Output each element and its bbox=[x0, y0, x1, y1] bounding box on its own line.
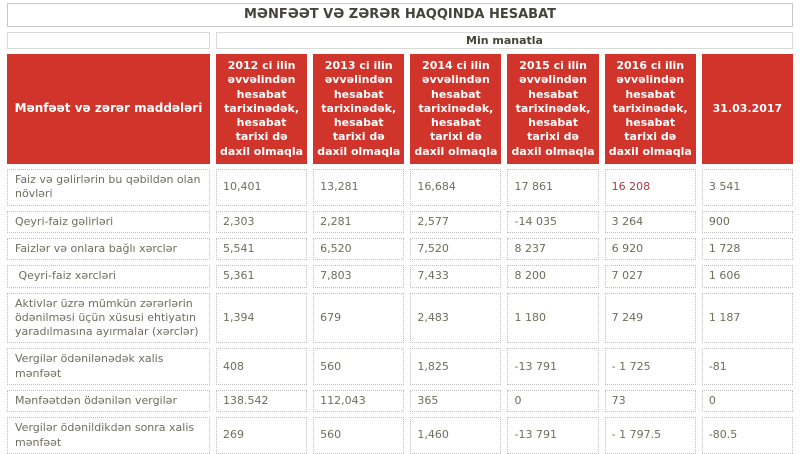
cell-value: -81 bbox=[701, 348, 793, 386]
cell-value: 13,281 bbox=[313, 169, 405, 206]
cell-value: - 1 797.5 bbox=[604, 417, 696, 454]
cell-value: 7 027 bbox=[604, 265, 696, 288]
cell-value: 7,803 bbox=[313, 265, 405, 288]
page-title: MƏNFƏƏT VƏ ZƏRƏR HAQQINDA HESABAT bbox=[7, 3, 793, 27]
table-row: Vergilər ödənilənədək xalis mənfəət 408 … bbox=[7, 348, 793, 386]
cell-value: 3 541 bbox=[701, 169, 793, 206]
cell-value: 138.542 bbox=[216, 390, 308, 413]
cell-value: 365 bbox=[410, 390, 502, 413]
cell-value: 7,433 bbox=[410, 265, 502, 288]
cell-value: 7,520 bbox=[410, 237, 502, 261]
cell-value: 2,483 bbox=[410, 292, 502, 344]
cell-value: 0 bbox=[701, 390, 793, 413]
cell-value: 112,043 bbox=[313, 390, 405, 413]
row-label: Mənfəətdən ödənilən vergilər bbox=[7, 390, 210, 413]
row-label: Qeyri-faiz xərcləri bbox=[7, 265, 210, 288]
column-header-31-03-2017: 31.03.2017 bbox=[701, 54, 793, 165]
column-header-2015: 2015 ci ilin əvvəlindən hesabat tarixinə… bbox=[507, 54, 599, 165]
row-label: Vergilər ödənilənədək xalis mənfəət bbox=[7, 348, 210, 386]
cell-value: 73 bbox=[604, 390, 696, 413]
row-label: Qeyri-faiz gəlirləri bbox=[7, 210, 210, 233]
cell-value: -13 791 bbox=[507, 348, 599, 386]
cell-value: 7 249 bbox=[604, 292, 696, 344]
cell-value: 679 bbox=[313, 292, 405, 344]
column-header-2013: 2013 ci ilin əvvəlindən hesabat tarixinə… bbox=[313, 54, 405, 165]
cell-value: 1,460 bbox=[410, 417, 502, 454]
column-header-2014: 2014 ci ilin əvvəlindən hesabat tarixinə… bbox=[410, 54, 502, 165]
cell-value: -14 035 bbox=[507, 210, 599, 233]
cell-value: 8 200 bbox=[507, 265, 599, 288]
row-label: Faizlər və onlara bağlı xərclər bbox=[7, 237, 210, 261]
table-row: Faizlər və onlara bağlı xərclər 5,541 6,… bbox=[7, 237, 793, 261]
cell-value: 5,361 bbox=[216, 265, 308, 288]
cell-value: 3 264 bbox=[604, 210, 696, 233]
cell-value: 0 bbox=[507, 390, 599, 413]
column-header-items: Mənfəət və zərər maddələri bbox=[7, 54, 210, 165]
cell-value: 269 bbox=[216, 417, 308, 454]
cell-value: 1,825 bbox=[410, 348, 502, 386]
table-row: Aktivlər üzrə mümkün zərərlərin ödənilmə… bbox=[7, 292, 793, 344]
cell-value: 408 bbox=[216, 348, 308, 386]
cell-value: - 1 725 bbox=[604, 348, 696, 386]
cell-value: 2,303 bbox=[216, 210, 308, 233]
table-row: Qeyri-faiz gəlirləri 2,303 2,281 2,577 -… bbox=[7, 210, 793, 233]
cell-value: 1 606 bbox=[701, 265, 793, 288]
cell-value: 1 187 bbox=[701, 292, 793, 344]
cell-value: 1 728 bbox=[701, 237, 793, 261]
cell-value: 10,401 bbox=[216, 169, 308, 206]
cell-value: 560 bbox=[313, 417, 405, 454]
cell-value: 17 861 bbox=[507, 169, 599, 206]
table-row: Qeyri-faiz xərcləri 5,361 7,803 7,433 8 … bbox=[7, 265, 793, 288]
table-row: Vergilər ödənildikdən sonra xalis mənfəə… bbox=[7, 417, 793, 454]
cell-value: 6,520 bbox=[313, 237, 405, 261]
column-header-2016: 2016 ci ilin əvvəlindən hesabat tarixinə… bbox=[604, 54, 696, 165]
row-label: Faiz və gəlirlərin bu qəbildən olan növl… bbox=[7, 169, 210, 206]
cell-value: 2,577 bbox=[410, 210, 502, 233]
profit-loss-report-page: MƏNFƏƏT VƏ ZƏRƏR HAQQINDA HESABAT Min ma… bbox=[7, 3, 793, 454]
cell-value: -13 791 bbox=[507, 417, 599, 454]
table-header-row: Mənfəət və zərər maddələri 2012 ci ilin … bbox=[7, 54, 793, 165]
cell-value: -80.5 bbox=[701, 417, 793, 454]
cell-value: 560 bbox=[313, 348, 405, 386]
cell-value: 16,684 bbox=[410, 169, 502, 206]
subheader-empty-cell bbox=[7, 32, 210, 49]
cell-value: 5,541 bbox=[216, 237, 308, 261]
unit-label: Min manatla bbox=[216, 32, 793, 49]
cell-value: 8 237 bbox=[507, 237, 599, 261]
row-label: Aktivlər üzrə mümkün zərərlərin ödənilmə… bbox=[7, 292, 210, 344]
cell-value: 2,281 bbox=[313, 210, 405, 233]
row-label: Vergilər ödənildikdən sonra xalis mənfəə… bbox=[7, 417, 210, 454]
column-header-2012: 2012 ci ilin əvvəlindən hesabat tarixinə… bbox=[216, 54, 308, 165]
cell-value: 16 208 bbox=[604, 169, 696, 206]
cell-value: 1 180 bbox=[507, 292, 599, 344]
table-row: Faiz və gəlirlərin bu qəbildən olan növl… bbox=[7, 169, 793, 206]
cell-value: 6 920 bbox=[604, 237, 696, 261]
table-row: Mənfəətdən ödənilən vergilər 138.542 112… bbox=[7, 390, 793, 413]
unit-row: Min manatla bbox=[7, 32, 793, 49]
cell-value: 900 bbox=[701, 210, 793, 233]
cell-value: 1,394 bbox=[216, 292, 308, 344]
